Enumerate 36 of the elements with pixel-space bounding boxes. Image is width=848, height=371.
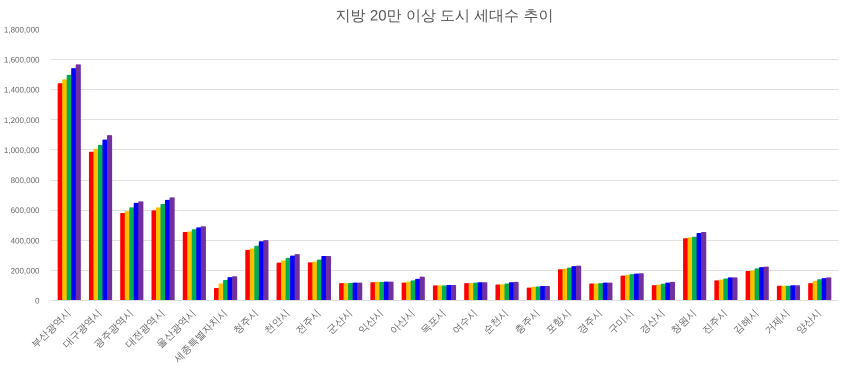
y-tick-label: 1,800,000 [4, 26, 40, 34]
chart-title: 지방 20만 이상 도시 세대수 추이 [336, 8, 554, 24]
bar [263, 240, 268, 300]
bar [420, 276, 425, 300]
bar [701, 232, 706, 300]
bar [232, 276, 238, 300]
y-tick-label: 0 [35, 296, 40, 306]
bar [544, 286, 550, 300]
bar [106, 135, 112, 300]
bar [513, 282, 519, 300]
bar [388, 282, 394, 300]
bar [76, 64, 81, 300]
bar [200, 226, 206, 300]
y-tick-label: 1,200,000 [4, 116, 40, 125]
bar [607, 282, 612, 300]
bar [732, 277, 738, 300]
bar [294, 254, 300, 300]
bar [482, 282, 488, 300]
y-tick-label: 1,400,000 [4, 86, 40, 95]
bar [450, 284, 456, 300]
bar [576, 266, 582, 300]
bar [357, 282, 362, 300]
bar [170, 197, 175, 300]
y-tick-label: 200,000 [10, 266, 40, 276]
y-tick-label: 400,000 [10, 236, 40, 246]
y-tick-label: 600,000 [10, 206, 40, 216]
bar [794, 285, 800, 300]
y-tick-label: 1,000,000 [4, 146, 40, 155]
bar [764, 266, 769, 300]
y-tick-label: 800,000 [10, 176, 40, 186]
bar [326, 256, 331, 300]
bar [670, 282, 675, 300]
bar [826, 277, 832, 300]
bar [138, 201, 144, 300]
bar [638, 273, 644, 300]
y-tick-label: 1,600,000 [4, 56, 40, 65]
